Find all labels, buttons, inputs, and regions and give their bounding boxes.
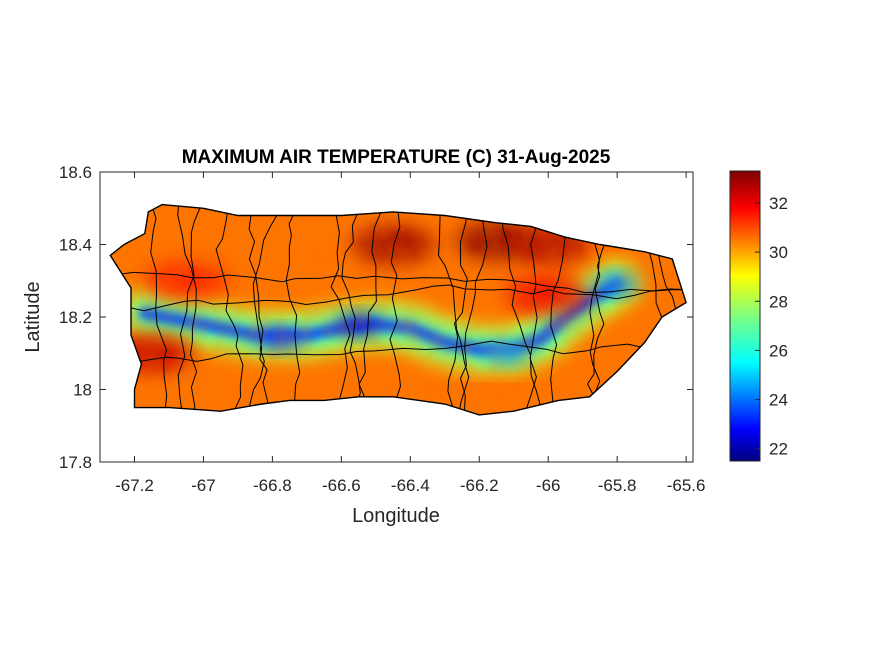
y-tick-label: 18.6 (59, 163, 92, 182)
y-axis-label: Latitude (22, 281, 44, 352)
x-tick-label: -66.2 (460, 476, 499, 495)
colorbar-gradient (729, 170, 761, 462)
colorbar-tick-label: 32 (769, 194, 788, 213)
municipality-lines (110, 204, 687, 415)
x-tick-label: -66.6 (322, 476, 361, 495)
y-tick-label: 18.4 (59, 236, 92, 255)
x-tick-label: -66.8 (253, 476, 292, 495)
y-tick-label: 18.2 (59, 308, 92, 327)
island-coastline (109, 203, 687, 416)
y-tick-label: 17.8 (59, 453, 92, 472)
x-tick-label: -65.8 (598, 476, 637, 495)
x-tick-label: -66 (536, 476, 561, 495)
municipality-boundaries (109, 203, 687, 416)
y-axis: 17.8 18 18.2 18.4 18.6 (59, 163, 693, 472)
colorbar: 22 24 26 28 30 32 (729, 170, 788, 462)
x-tick-label: -65.6 (667, 476, 706, 495)
y-tick-label: 18 (73, 381, 92, 400)
colorbar-tick-label: 26 (769, 341, 788, 360)
x-axis-label: Longitude (352, 505, 440, 527)
x-tick-label: -66.4 (391, 476, 430, 495)
x-tick-label: -67.2 (115, 476, 154, 495)
x-axis: -67.2 -67 -66.8 -66.6 -66.4 -66.2 -66 -65.8 -65.… (115, 172, 705, 495)
colorbar-tick-label: 22 (769, 440, 788, 459)
x-tick-label: -67 (191, 476, 216, 495)
colorbar-tick-label: 28 (769, 292, 788, 311)
colorbar-tick-label: 24 (769, 391, 788, 410)
colorbar-tick-label: 30 (769, 243, 788, 262)
chart-title: MAXIMUM AIR TEMPERATURE (C) 31-Aug-2025 (182, 147, 611, 168)
